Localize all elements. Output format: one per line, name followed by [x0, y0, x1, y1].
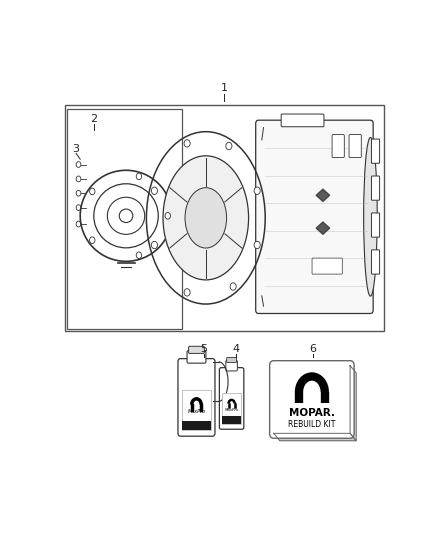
Text: MaxPro: MaxPro [187, 409, 205, 415]
Text: 4: 4 [233, 344, 240, 354]
FancyBboxPatch shape [226, 360, 237, 371]
FancyBboxPatch shape [189, 346, 205, 353]
Circle shape [230, 283, 236, 290]
FancyBboxPatch shape [332, 134, 344, 158]
Ellipse shape [119, 209, 133, 223]
FancyBboxPatch shape [312, 258, 342, 274]
Text: MOPAR.: MOPAR. [289, 408, 335, 418]
FancyBboxPatch shape [187, 351, 206, 363]
Ellipse shape [364, 138, 377, 296]
FancyBboxPatch shape [219, 368, 244, 429]
FancyBboxPatch shape [178, 359, 215, 436]
FancyBboxPatch shape [371, 176, 380, 200]
Circle shape [226, 142, 232, 150]
Polygon shape [274, 433, 356, 441]
Polygon shape [316, 222, 330, 235]
FancyBboxPatch shape [349, 134, 361, 158]
Bar [222, 416, 241, 424]
FancyBboxPatch shape [371, 213, 380, 237]
Circle shape [254, 187, 260, 195]
Polygon shape [316, 189, 330, 201]
Bar [222, 393, 241, 424]
Circle shape [89, 237, 95, 244]
FancyBboxPatch shape [281, 114, 324, 127]
Text: REBUILD KIT: REBUILD KIT [288, 420, 336, 429]
Bar [67, 109, 182, 329]
Text: 6: 6 [309, 344, 316, 354]
Polygon shape [350, 366, 356, 441]
Circle shape [152, 241, 158, 249]
Circle shape [184, 289, 190, 296]
Ellipse shape [185, 188, 226, 248]
FancyBboxPatch shape [226, 358, 237, 362]
FancyBboxPatch shape [371, 139, 380, 163]
Circle shape [152, 187, 158, 195]
Circle shape [89, 188, 95, 195]
Circle shape [184, 140, 190, 147]
Bar [65, 105, 384, 330]
Bar [182, 390, 211, 430]
Circle shape [136, 173, 141, 180]
Text: 5: 5 [201, 344, 208, 354]
FancyBboxPatch shape [371, 250, 380, 274]
Text: 1: 1 [221, 83, 228, 93]
Ellipse shape [163, 156, 249, 280]
FancyBboxPatch shape [256, 120, 373, 313]
Text: 2: 2 [90, 115, 97, 124]
Text: MaxPro: MaxPro [224, 408, 239, 412]
Circle shape [254, 241, 260, 249]
FancyBboxPatch shape [270, 361, 354, 438]
Bar [182, 421, 211, 430]
Text: 3: 3 [73, 144, 80, 155]
Circle shape [136, 252, 141, 259]
Circle shape [165, 213, 170, 219]
